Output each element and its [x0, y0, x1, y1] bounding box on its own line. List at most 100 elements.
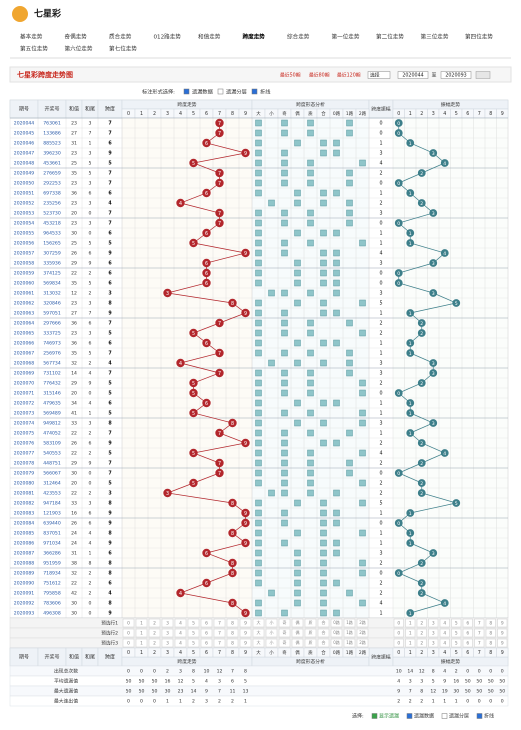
checkbox[interactable]: [441, 713, 448, 719]
preselect-cell[interactable]: [317, 618, 330, 628]
preselect-cell[interactable]: [265, 618, 278, 628]
preselect-cell[interactable]: [356, 638, 369, 648]
preselect-cell[interactable]: [343, 618, 356, 628]
preselect-cell[interactable]: [122, 638, 135, 648]
preselect-cell[interactable]: [265, 628, 278, 638]
checkbox[interactable]: [183, 88, 190, 95]
preselect-cell[interactable]: [174, 618, 187, 628]
preselect-cell[interactable]: [148, 618, 161, 628]
preselect-cell[interactable]: [428, 638, 439, 648]
checkbox[interactable]: [476, 713, 483, 719]
checkbox[interactable]: [217, 88, 224, 95]
range-link[interactable]: 最近120期: [337, 72, 361, 79]
preselect-cell[interactable]: [428, 618, 439, 628]
preselect-cell[interactable]: [161, 638, 174, 648]
preselect-cell[interactable]: [428, 628, 439, 638]
preselect-cell[interactable]: [439, 618, 450, 628]
nav-link[interactable]: 第六位走势: [65, 45, 93, 53]
preselect-cell[interactable]: [416, 638, 427, 648]
range-link[interactable]: 最近80期: [309, 72, 330, 79]
preselect-cell[interactable]: [497, 618, 508, 628]
nav-link[interactable]: 第二位走势: [376, 33, 404, 41]
range-link[interactable]: 最近50期: [280, 72, 301, 79]
preselect-cell[interactable]: [416, 628, 427, 638]
preselect-cell[interactable]: [291, 628, 304, 638]
preselect-cell[interactable]: [252, 628, 265, 638]
preselect-cell[interactable]: [161, 628, 174, 638]
preselect-cell[interactable]: [252, 638, 265, 648]
preselect-cell[interactable]: [135, 618, 148, 628]
preselect-cell[interactable]: [148, 628, 161, 638]
preselect-cell[interactable]: [200, 618, 213, 628]
preselect-cell[interactable]: [148, 638, 161, 648]
preselect-cell[interactable]: [317, 638, 330, 648]
preselect-cell[interactable]: [356, 618, 369, 628]
nav-link[interactable]: 012路走势: [154, 33, 182, 41]
preselect-cell[interactable]: [304, 628, 317, 638]
preselect-cell[interactable]: [226, 628, 239, 638]
preselect-cell[interactable]: [356, 628, 369, 638]
preselect-cell[interactable]: [330, 618, 343, 628]
from-input[interactable]: [397, 71, 429, 79]
preselect-cell[interactable]: [330, 628, 343, 638]
preselect-cell[interactable]: [451, 618, 462, 628]
preselect-cell[interactable]: [174, 628, 187, 638]
preselect-cell[interactable]: [239, 628, 252, 638]
preselect-cell[interactable]: [239, 618, 252, 628]
preselect-cell[interactable]: [226, 638, 239, 648]
nav-link[interactable]: 和值走势: [198, 33, 221, 41]
preselect-cell[interactable]: [200, 638, 213, 648]
preselect-cell[interactable]: [485, 618, 496, 628]
nav-link[interactable]: 第四位走势: [465, 33, 493, 41]
preselect-cell[interactable]: [239, 638, 252, 648]
checkbox[interactable]: [251, 88, 258, 95]
preselect-cell[interactable]: [405, 638, 416, 648]
nav-link[interactable]: 第五位走势: [20, 45, 48, 53]
nav-link[interactable]: 奇偶走势: [65, 33, 88, 41]
preselect-cell[interactable]: [174, 638, 187, 648]
preselect-cell[interactable]: [405, 628, 416, 638]
preselect-cell[interactable]: [122, 628, 135, 638]
preselect-cell[interactable]: [291, 618, 304, 628]
preselect-cell[interactable]: [439, 638, 450, 648]
preselect-cell[interactable]: [135, 638, 148, 648]
preselect-cell[interactable]: [304, 638, 317, 648]
preselect-cell[interactable]: [278, 618, 291, 628]
select-box[interactable]: [367, 71, 391, 79]
checkbox[interactable]: [406, 713, 413, 719]
preselect-cell[interactable]: [462, 618, 473, 628]
preselect-cell[interactable]: [135, 628, 148, 638]
preselect-cell[interactable]: [343, 628, 356, 638]
preselect-cell[interactable]: [485, 628, 496, 638]
preselect-cell[interactable]: [474, 618, 485, 628]
preselect-cell[interactable]: [393, 628, 404, 638]
preselect-cell[interactable]: [187, 618, 200, 628]
to-input[interactable]: [440, 71, 472, 79]
preselect-cell[interactable]: [213, 628, 226, 638]
query-button[interactable]: [475, 71, 491, 79]
preselect-cell[interactable]: [252, 618, 265, 628]
preselect-cell[interactable]: [474, 628, 485, 638]
nav-link[interactable]: 跨度走势: [243, 33, 266, 41]
preselect-cell[interactable]: [405, 618, 416, 628]
nav-link[interactable]: 基本走势: [20, 33, 43, 41]
preselect-cell[interactable]: [497, 638, 508, 648]
preselect-cell[interactable]: [187, 638, 200, 648]
nav-link[interactable]: 第七位走势: [109, 45, 137, 53]
preselect-cell[interactable]: [439, 628, 450, 638]
preselect-cell[interactable]: [330, 638, 343, 648]
nav-link[interactable]: 综合走势: [287, 33, 310, 41]
preselect-cell[interactable]: [485, 638, 496, 648]
preselect-cell[interactable]: [278, 628, 291, 638]
preselect-cell[interactable]: [304, 618, 317, 628]
preselect-cell[interactable]: [462, 628, 473, 638]
preselect-cell[interactable]: [462, 638, 473, 648]
preselect-cell[interactable]: [213, 618, 226, 628]
preselect-cell[interactable]: [416, 618, 427, 628]
preselect-cell[interactable]: [187, 628, 200, 638]
preselect-cell[interactable]: [451, 638, 462, 648]
preselect-cell[interactable]: [393, 638, 404, 648]
preselect-cell[interactable]: [161, 618, 174, 628]
nav-link[interactable]: 质合走势: [109, 33, 132, 41]
preselect-cell[interactable]: [451, 628, 462, 638]
